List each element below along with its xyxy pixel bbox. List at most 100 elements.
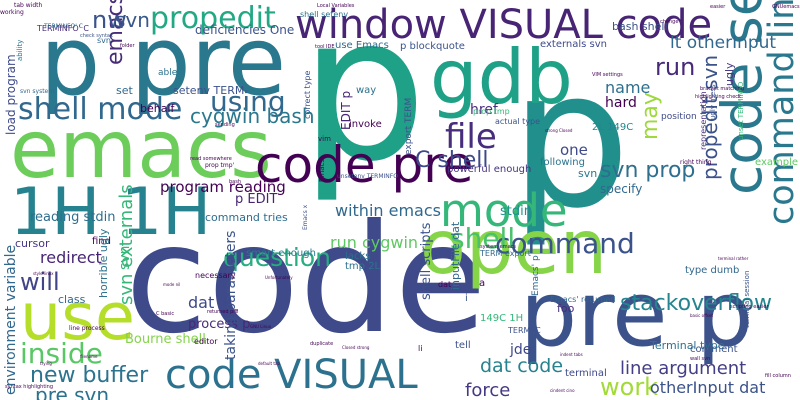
word-file: file: [445, 117, 497, 157]
word-code-visual: code VISUAL: [165, 352, 418, 398]
word-svn: svn: [117, 245, 133, 270]
word-editor: editor: [194, 337, 218, 346]
word-bash: bash: [229, 179, 242, 185]
word-within-emacs: within emacs: [335, 201, 441, 220]
word-line-argument: line argument: [620, 358, 747, 379]
word-invoke: invoke: [349, 119, 382, 130]
word-prop-tmp: prop tmp: [473, 107, 510, 116]
word-c-shell: C shell: [415, 148, 489, 173]
word-propedit: propedit: [150, 1, 276, 36]
word-line-process: line process: [69, 325, 105, 332]
word-ugly-mess: ugly mess: [709, 84, 717, 120]
word-folder: folder: [120, 43, 135, 49]
word-trying: trying: [40, 361, 52, 366]
word-externals-svn: externals svn: [540, 39, 608, 50]
word-dat-lt: dat lt: [188, 293, 231, 312]
word-powerful-enough: powerful enough: [447, 164, 532, 175]
word-stdin: stdin: [500, 204, 532, 219]
word-1h-1h: 1H 1H: [10, 175, 212, 250]
word-svn: svn: [97, 36, 111, 45]
word-mode: mode: [440, 184, 568, 237]
word-terminal-session: terminal session: [743, 270, 751, 328]
word-work: work: [600, 373, 659, 400]
word-deficiencies-one: deficiencies One: [195, 23, 295, 37]
word-inside: inside: [20, 337, 103, 370]
word-foo: foo: [557, 302, 575, 315]
word-ability: ability: [16, 39, 24, 61]
word-sending: sending: [215, 122, 235, 128]
word-comment: comment: [690, 344, 738, 355]
word-emacs: Emacs: [318, 158, 326, 182]
word-terminal-type: Terminal type: [650, 339, 725, 352]
word-smart-enough: smart enough: [246, 248, 316, 259]
word-p: p: [510, 29, 631, 250]
word-ugly: ugly: [723, 62, 736, 86]
word-new-buffer: new buffer: [30, 363, 149, 388]
word-gnu-linux: GNU Linux: [250, 324, 272, 329]
word-use: use: [20, 280, 136, 355]
word-emacs-x: Emacs x: [302, 204, 309, 230]
word-149c-1h: 149C 1H: [480, 313, 524, 324]
word-terminal: terminal: [565, 368, 607, 379]
word-shell-mode: shell mode: [18, 92, 183, 127]
word-find: find: [92, 236, 111, 247]
word-using: using: [210, 85, 286, 118]
word-environment-variable: environment variable: [3, 244, 19, 395]
word-use-emacs: use Emacs: [335, 40, 389, 51]
word-unfortunately: Unfortunately: [265, 275, 293, 280]
word-cindent-cino: cindent cino: [550, 388, 575, 393]
word-specify: specify: [600, 182, 643, 196]
word-bracket-matching: bracket matching: [700, 86, 744, 92]
word-pre-p: pre p: [520, 262, 754, 367]
word-i: i: [465, 293, 468, 304]
word-working: working: [0, 9, 24, 16]
word-reading-stdin: reading stdin: [30, 210, 116, 225]
word-stackoverflow: stackoverflow: [620, 291, 772, 316]
word-way: way: [356, 85, 377, 96]
word-filename: filename: [80, 354, 98, 359]
word-terminfo-c: TERMINFO' C: [37, 24, 89, 33]
word-following: following: [540, 157, 585, 168]
word-highlighting-check: highlighting check: [695, 94, 741, 100]
word-nw: nw: [92, 6, 127, 34]
word-may: may: [638, 92, 663, 140]
word-jde: jde: [510, 342, 532, 358]
word-a: a: [479, 278, 486, 289]
word-code-pre: code pre: [255, 136, 474, 194]
word-cygwin-bash: cygwin bash: [190, 104, 315, 128]
word-terminal-rather: terminal rather: [718, 256, 749, 261]
word-change: change: [660, 19, 679, 25]
word-program-reading: program reading: [160, 178, 286, 196]
word-svn-system: svn system: [20, 88, 55, 95]
word-dat-code: dat code: [480, 355, 564, 377]
word-example: example: [755, 157, 799, 168]
word-correct-type: correct type: [303, 70, 312, 119]
word-pre-svn: pre svn: [35, 383, 110, 400]
word-indent-tabs: indent tabs: [560, 352, 583, 357]
word-svn: svn: [578, 167, 598, 180]
word-mode-nil: mode nil: [163, 282, 181, 287]
word-svn-prop: svn prop: [600, 158, 696, 183]
word-command-tries: command tries: [205, 211, 288, 224]
word-command: command: [495, 227, 635, 260]
word-inputfile-dat: inputFile dat: [449, 221, 462, 290]
word-edit-p: EDIT p: [339, 90, 353, 130]
word-local-variables: Local Variables: [317, 3, 355, 9]
word-c-basic: C basic: [156, 311, 175, 317]
word-bash-shell: bash shell: [612, 20, 668, 33]
word-position: position: [661, 112, 697, 122]
word-dat: dat: [438, 280, 452, 289]
word-tell: tell: [455, 340, 471, 351]
word-p: p: [300, 0, 427, 206]
word-fill-column: fill column: [765, 373, 791, 379]
word-lt-otherinput: lt otherInput: [670, 33, 777, 53]
word-href: href: [470, 102, 498, 118]
word-necessary: necessary: [195, 271, 236, 280]
word-open: open: [420, 203, 608, 291]
word-otherinput-dat: otherInput dat: [650, 378, 766, 397]
word-vim-settings: VIM settings: [592, 72, 623, 78]
word-system-emacs: system emacs: [480, 244, 517, 250]
word-tab-width: tab width: [14, 2, 43, 9]
word-question: question: [223, 243, 332, 272]
word-setenv-term: setenv TERM: [173, 84, 245, 97]
